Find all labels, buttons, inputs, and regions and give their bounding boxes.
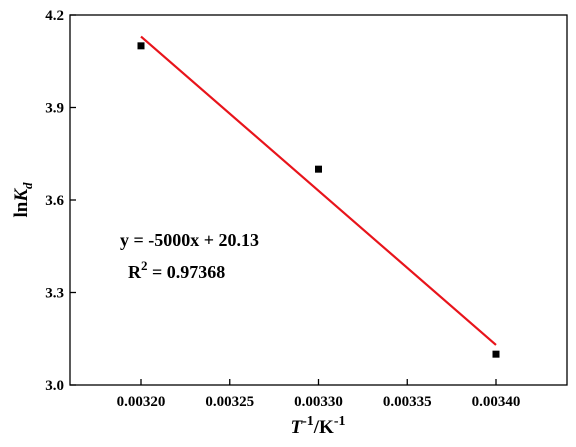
data-point (137, 42, 145, 50)
y-tick-label: 3.3 (45, 286, 64, 302)
data-point (492, 350, 500, 358)
y-tick-label: 4.2 (45, 8, 64, 24)
y-tick-label: 3.0 (45, 378, 64, 394)
x-tick-label: 0.00335 (383, 394, 432, 410)
r-squared-superscript: 2 (141, 258, 148, 273)
y-axis-title: lnKd (11, 182, 35, 218)
x-tick-label: 0.00340 (472, 394, 521, 410)
x-tick-label: 0.00330 (294, 394, 343, 410)
y-axis-ticks: 3.0 3.3 3.6 3.9 4.2 (45, 8, 76, 394)
r-squared-label: R2 = 0.97368 (128, 258, 225, 282)
y-tick-label: 3.9 (45, 101, 64, 117)
fit-layer (140, 35, 497, 346)
equation-label: y = -5000x + 20.13 (120, 230, 259, 250)
r-squared-value: = 0.97368 (148, 262, 226, 282)
x-tick-label: 0.00320 (117, 394, 166, 410)
data-point (315, 165, 322, 173)
plot-frame (69, 14, 568, 386)
x-axis-title: T-1/K-1 (290, 414, 345, 438)
x-axis-ticks: 0.00320 0.00325 0.00330 0.00335 0.00340 (117, 379, 521, 410)
data-points (137, 42, 500, 358)
y-tick-label: 3.6 (45, 193, 64, 209)
x-tick-label: 0.00325 (205, 394, 254, 410)
fit-line (140, 35, 497, 346)
